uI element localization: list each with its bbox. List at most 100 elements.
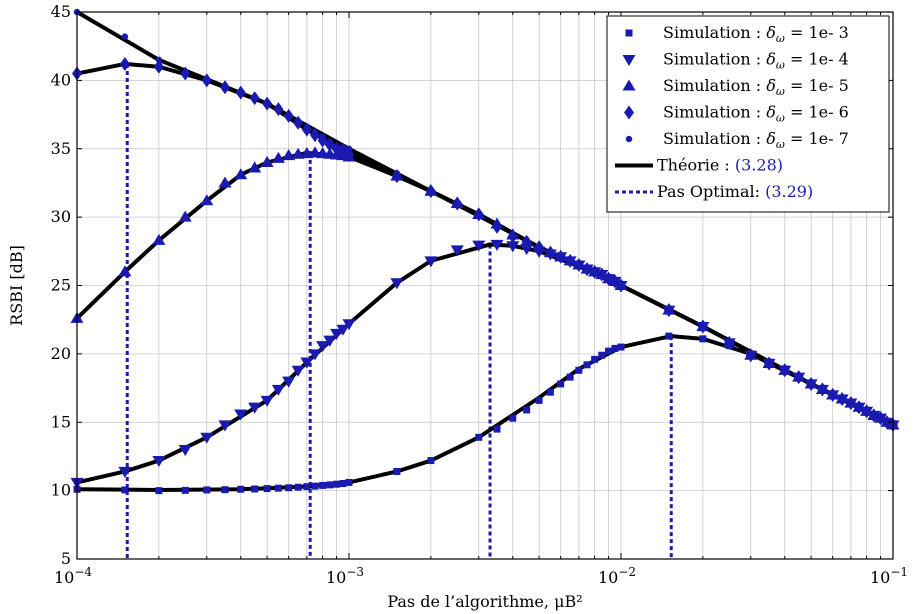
simulation-point-triangle-down (260, 395, 274, 407)
simulation-point-triangle-down (450, 245, 464, 257)
simulation-point-dot (605, 275, 612, 282)
y-tick-label: 5 (61, 549, 71, 568)
simulation-point-square (393, 467, 401, 475)
simulation-point-triangle-down (291, 365, 305, 377)
legend-marker-dot (625, 135, 633, 143)
simulation-point-square (274, 484, 282, 492)
simulation-point-dot (870, 412, 878, 419)
simulation-point-dot (747, 352, 754, 359)
simulation-point-dot (566, 257, 574, 265)
simulation-point-triangle-down (271, 384, 285, 396)
simulation-point-square (345, 478, 353, 486)
x-tick-label: 10−2 (598, 565, 636, 587)
simulation-point-dot (221, 85, 229, 92)
simulation-point-square (155, 487, 163, 495)
theory-curve-5 (75, 10, 895, 427)
simulation-point-triangle-down (200, 432, 214, 444)
simulation-point-triangle-up (291, 147, 305, 159)
legend-box (606, 15, 890, 213)
simulation-point-square (546, 388, 554, 396)
simulation-point-square (557, 380, 565, 388)
simulation-point-square (591, 355, 599, 363)
simulation-point-triangle-down (330, 328, 344, 340)
simulation-point-square (583, 361, 591, 369)
simulation-point-dot (121, 33, 129, 40)
legend-entry-label: Simulation : δω = 1e- 5 (663, 76, 849, 98)
simulation-point-square (333, 480, 341, 488)
simulation-point-dot (829, 391, 836, 399)
y-tick-label: 35 (51, 139, 71, 158)
simulation-point-dot (557, 253, 564, 260)
simulation-point-square (575, 366, 583, 374)
simulation-point-dot (855, 404, 863, 411)
simulation-point-square (427, 457, 435, 465)
simulation-markers (70, 8, 900, 495)
legend-entry-label: Pas Optimal: (3.29) (657, 182, 813, 201)
simulation-point-triangle-up (260, 155, 274, 167)
simulation-point-square (605, 347, 613, 355)
simulation-point-triangle-up (248, 161, 262, 173)
simulation-point-square (535, 396, 543, 404)
simulation-point-triangle-down (300, 357, 314, 369)
simulation-point-square (493, 425, 501, 433)
simulation-point-triangle-down (316, 341, 330, 353)
simulation-point-triangle-down (390, 278, 404, 290)
legend-entry-label: Simulation : δω = 1e- 6 (663, 103, 849, 125)
simulation-point-dot (294, 118, 302, 125)
simulation-point-triangle-down (248, 402, 262, 414)
simulation-point-dot (345, 145, 353, 152)
legend-entry-label: Simulation : δω = 1e- 4 (663, 50, 849, 72)
simulation-point-triangle-up (200, 194, 214, 206)
simulation-point-dot (203, 77, 210, 84)
simulation-point-dot (726, 339, 733, 347)
simulation-point-square (475, 433, 483, 441)
simulation-point-square (617, 343, 625, 351)
simulation-point-triangle-up (234, 168, 248, 180)
simulation-point-square (181, 486, 189, 494)
simulation-point-triangle-up (118, 265, 132, 277)
y-tick-label: 40 (51, 70, 71, 89)
simulation-point-dot (838, 395, 846, 403)
legend-marker-diamond (624, 105, 634, 120)
simulation-point-dot (509, 231, 516, 239)
simulation-point-square (665, 332, 673, 340)
simulation-point-square (311, 482, 319, 490)
simulation-point-triangle-down (520, 244, 534, 256)
simulation-point-diamond (153, 59, 164, 74)
simulation-point-triangle-down (118, 466, 132, 478)
simulation-point-square (611, 344, 619, 352)
simulation-point-dot (611, 278, 619, 285)
simulation-point-square (263, 485, 271, 493)
simulation-point-square (285, 484, 293, 492)
simulation-point-triangle-down (234, 409, 248, 421)
simulation-point-square (509, 414, 517, 422)
y-tick-label: 15 (51, 412, 71, 431)
simulation-point-dot (583, 265, 591, 273)
grid (77, 11, 893, 560)
simulation-point-square (319, 481, 327, 489)
simulation-point-dot (237, 90, 244, 98)
simulation-point-triangle-down (282, 376, 296, 388)
simulation-point-triangle-down (490, 239, 504, 251)
x-axis-label: Pas de l’algorithme, μB² (387, 592, 582, 611)
simulation-point-dot (883, 419, 891, 426)
simulation-point-dot (795, 373, 802, 381)
optimal-step-lines (125, 63, 673, 559)
simulation-point-triangle-up (152, 233, 166, 245)
legend-entry-label: Simulation : δω = 1e- 3 (663, 23, 849, 45)
simulation-point-dot (699, 323, 707, 330)
y-tick-label: 30 (51, 207, 71, 226)
simulation-point-square (251, 485, 259, 493)
simulation-point-dot (454, 200, 461, 207)
simulation-point-square (326, 481, 334, 489)
simulation-point-dot (765, 360, 773, 367)
simulation-point-square (699, 335, 707, 343)
simulation-point-dot (311, 129, 319, 136)
x-tick-label: 10−4 (54, 565, 92, 587)
simulation-point-dot (863, 408, 870, 415)
simulation-point-triangle-down (424, 256, 438, 268)
x-tick-label: 10−3 (326, 565, 364, 587)
simulation-point-dot (591, 268, 598, 276)
simulation-point-dot (319, 133, 326, 140)
